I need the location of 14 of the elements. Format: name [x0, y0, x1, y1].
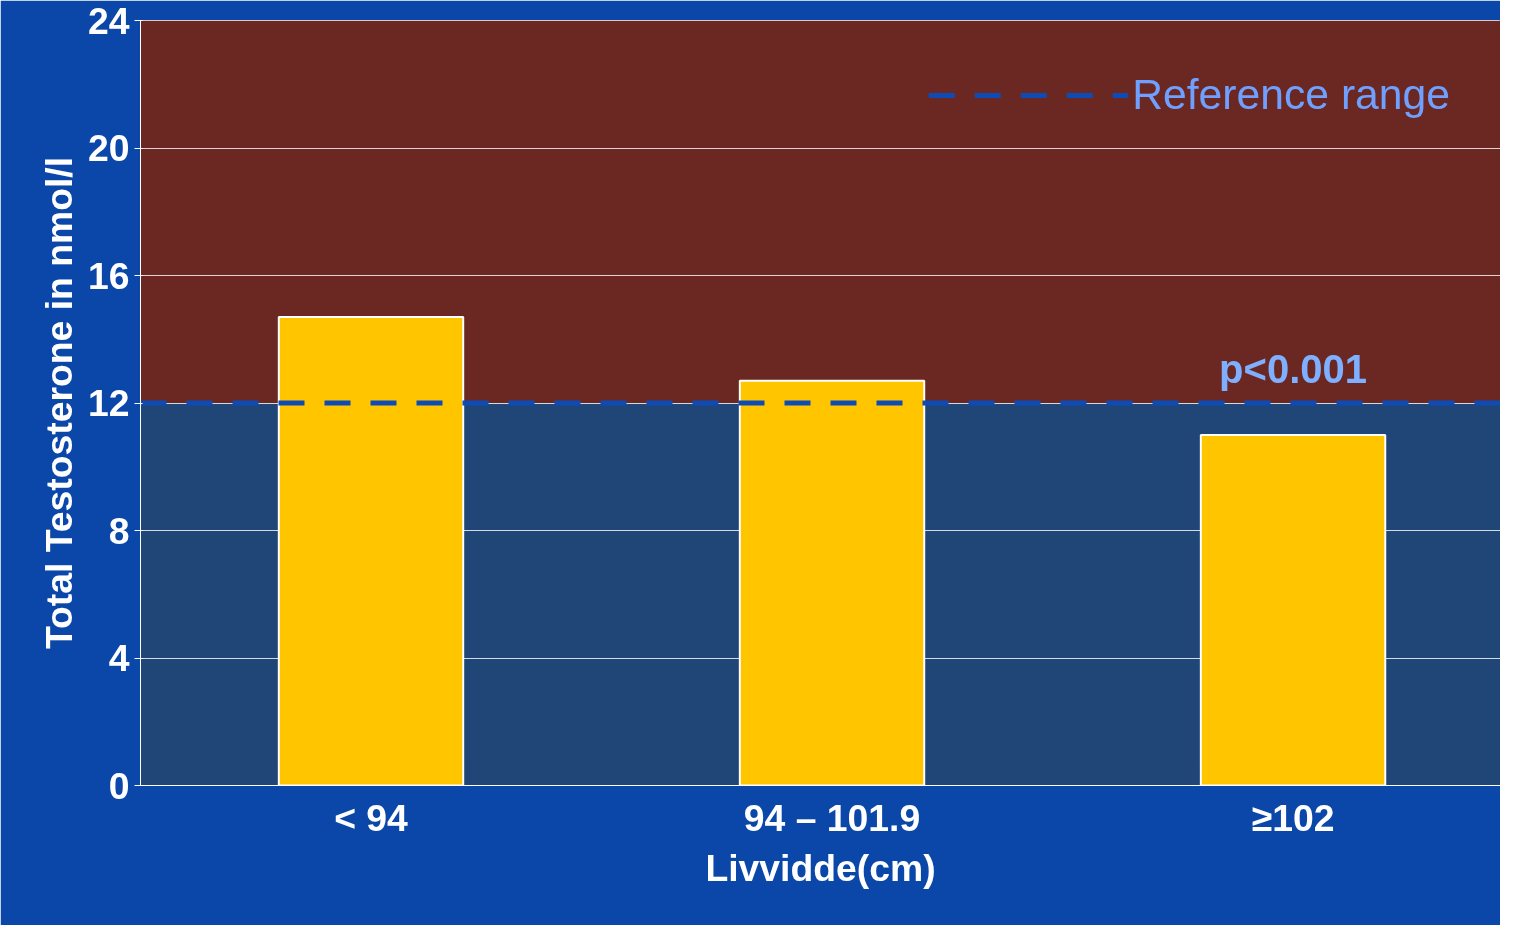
- y-tick-label: 0: [108, 764, 130, 807]
- x-tick-label: < 94: [334, 796, 409, 839]
- y-tick-label: 20: [87, 127, 130, 169]
- y-tick-label: 12: [87, 382, 130, 424]
- legend-label: Reference range: [1132, 70, 1450, 119]
- y-axis-title: Total Testosterone in nmol/l: [37, 156, 80, 650]
- annotation: p<0.001: [1219, 347, 1367, 391]
- x-tick-label: ≥102: [1251, 796, 1335, 839]
- x-tick-label: 94 – 101.9: [743, 796, 921, 839]
- y-tick-label: 16: [87, 254, 130, 297]
- x-axis-title: Livvidde(cm): [705, 846, 936, 889]
- y-tick-label: 4: [108, 637, 130, 679]
- y-tick-label: 24: [87, 0, 130, 42]
- y-tick-label: 8: [108, 509, 130, 552]
